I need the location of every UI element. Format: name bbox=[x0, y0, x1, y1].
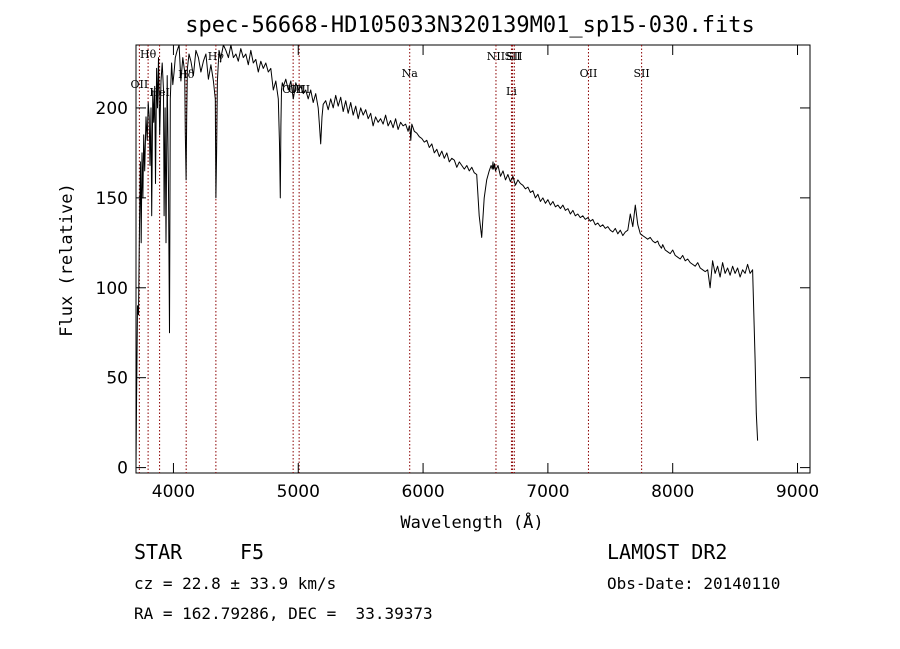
chart-title: spec-56668-HD105033N320139M01_sp15-030.f… bbox=[185, 13, 755, 38]
redshift-cz: cz = 22.8 ± 33.9 km/s bbox=[134, 574, 337, 593]
spectrum-chart: spec-56668-HD105033N320139M01_sp15-030.f… bbox=[57, 13, 819, 533]
subclass: F5 bbox=[240, 540, 265, 564]
line-marker-label: Na bbox=[402, 67, 419, 80]
line-marker-label: Hθ bbox=[140, 48, 157, 61]
spectrum-line bbox=[135, 44, 759, 468]
line-marker-label: OII bbox=[580, 67, 598, 80]
x-tick-label: 9000 bbox=[776, 482, 819, 502]
line-marker-label: OII bbox=[131, 78, 149, 91]
x-tick-label: 7000 bbox=[526, 482, 569, 502]
line-marker-label: SII bbox=[506, 50, 522, 63]
axis-ticks: 4000 5000 6000 7000 8000 9000 0 50 100 150 200 bbox=[96, 45, 819, 502]
line-marker-label: SII bbox=[634, 67, 650, 80]
plot-frame bbox=[135, 44, 811, 474]
line-marker-label: NII bbox=[487, 50, 505, 63]
y-tick-label: 100 bbox=[96, 279, 128, 299]
x-tick-label: 5000 bbox=[277, 482, 320, 502]
x-axis-label: Wavelength (Å) bbox=[400, 511, 543, 533]
observation-date: Obs-Date: 20140110 bbox=[607, 574, 781, 593]
x-tick-label: 8000 bbox=[651, 482, 694, 502]
y-tick-label: 0 bbox=[117, 459, 128, 479]
line-marker-label: Hδ bbox=[178, 68, 195, 81]
y-axis-label: Flux (relative) bbox=[57, 183, 77, 337]
y-tick-label: 200 bbox=[96, 99, 128, 119]
line-marker-label: Li bbox=[506, 85, 517, 98]
x-tick-label: 6000 bbox=[401, 482, 444, 502]
object-class: STAR bbox=[134, 540, 183, 564]
coordinates: RA = 162.79286, DEC = 33.39373 bbox=[134, 604, 433, 623]
survey-name: LAMOST DR2 bbox=[607, 540, 728, 564]
line-marker-label: SII bbox=[504, 50, 520, 63]
y-tick-label: 50 bbox=[106, 369, 128, 389]
y-tick-label: 150 bbox=[96, 189, 128, 209]
x-tick-label: 4000 bbox=[152, 482, 195, 502]
